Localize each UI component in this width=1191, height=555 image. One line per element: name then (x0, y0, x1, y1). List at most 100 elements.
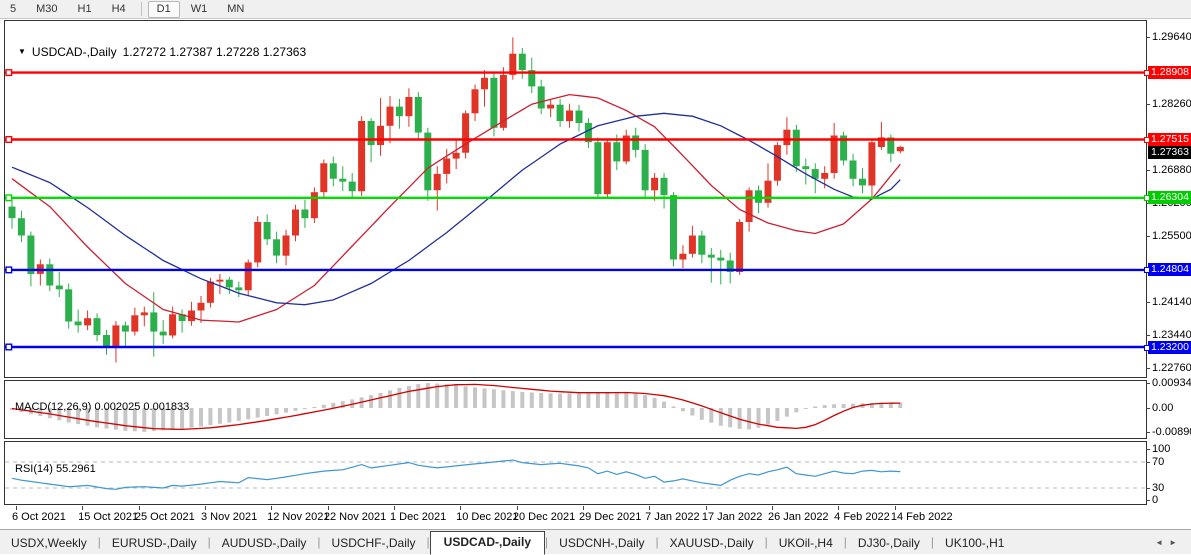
date-tickmark (394, 506, 395, 510)
date-label-29-Dec-2021: 29 Dec 2021 (579, 511, 642, 523)
date-label-20-Dec-2021: 20 Dec 2021 (512, 511, 576, 523)
collapse-triangle-icon[interactable]: ▼ (18, 47, 26, 56)
line-anchor-icon (1144, 195, 1150, 202)
date-tickmark (705, 506, 707, 510)
price-tick-1.22760: 1.22760 (1152, 362, 1191, 375)
tab-scroll-arrows[interactable]: ◄► (1155, 538, 1191, 547)
tab-scroll-left-icon[interactable]: ◄ (1155, 537, 1170, 547)
rsi-tick-30-tickmark (1146, 488, 1150, 489)
rsi-tick-0-tickmark (1146, 500, 1150, 501)
macd-tick--0.00890-tickmark (1146, 431, 1150, 433)
date-tickmark (649, 506, 651, 510)
timeframe-button-h1[interactable]: H1 (77, 2, 92, 15)
date-label-10-Dec-2021: 10 Dec 2021 (456, 511, 519, 523)
date-label-3-Nov-2021: 3 Nov 2021 (201, 511, 258, 523)
date-tickmark (205, 506, 206, 510)
date-axis[interactable]: 6 Oct 2021 15 Oct 2021 25 Oct 2021 3 Nov 20… (4, 506, 1148, 528)
timeframe-button-mn[interactable]: MN (227, 2, 245, 15)
symbol-tab-eurusd-daily[interactable]: EURUSD-,Daily (111, 536, 197, 550)
date-label-7-Jan-2022: 7 Jan 2022 (645, 511, 700, 523)
date-tickmark (138, 506, 140, 510)
toolbar-divider (140, 2, 142, 16)
date-tickmark (583, 506, 584, 510)
symbol-tab-uk100-h1[interactable]: UK100-,H1 (945, 536, 1005, 550)
tab-separator: | (317, 534, 321, 549)
tab-separator: | (764, 534, 768, 549)
symbol-tab-bar: USDX,Weekly | EURUSD-,Daily | AUDUSD-,Daily |… (0, 529, 1191, 555)
macd-tick-0.00-tickmark (1146, 408, 1150, 409)
date-label-6-Oct-2021: 6 Oct 2021 (12, 511, 66, 523)
symbol-tab-ukoil-h4[interactable]: UKOil-,H4 (778, 536, 833, 550)
hline-price-badge-1.28908: 1.28908 (1144, 66, 1191, 80)
macd-tick-0.009345: 0.009345 (1152, 376, 1191, 389)
price-tick-1.28260-tickmark (1146, 103, 1150, 105)
line-anchor-icon (1144, 70, 1150, 77)
candlestick-chart-canvas[interactable] (4, 20, 1148, 507)
symbol-tab-usdcad-daily[interactable]: USDCAD-,Daily (429, 531, 546, 555)
timeframe-button-h4[interactable]: H4 (111, 2, 126, 15)
rsi-tick-100: 100 (1152, 443, 1171, 455)
timeframe-button-5[interactable]: 5 (10, 2, 17, 15)
symbol-tab-usdchf-daily[interactable]: USDCHF-,Daily (331, 536, 416, 550)
price-tick-1.26880: 1.26880 (1152, 164, 1191, 177)
tab-separator: | (545, 534, 549, 549)
date-tickmark (82, 506, 84, 510)
symbol-tab-dj30-daily[interactable]: DJ30-,Daily (857, 536, 920, 550)
line-anchor-icon (1144, 344, 1150, 351)
chart-symbol-label: USDCAD-,Daily (31, 45, 117, 59)
rsi-tick-100-tickmark (1146, 449, 1150, 450)
price-axis[interactable]: 1.296401.282601.268801.262001.255001.241… (1144, 18, 1191, 508)
hline-price-badge-1.26304: 1.26304 (1144, 191, 1191, 205)
hline-price-badge-1.23200: 1.23200 (1144, 340, 1191, 354)
date-label-25-Oct-2021: 25 Oct 2021 (134, 511, 195, 523)
date-label-4-Feb-2022: 4 Feb 2022 (834, 511, 890, 523)
price-tick-1.25500-tickmark (1146, 236, 1150, 238)
symbol-tab-usdx-weekly[interactable]: USDX,Weekly (11, 536, 87, 550)
price-tick-1.24140: 1.24140 (1152, 295, 1191, 308)
chart-area[interactable]: ▼ USDCAD-,Daily 1.27272 1.27387 1.27228 … (4, 20, 1148, 507)
date-tickmark (838, 506, 840, 510)
rsi-tick-70-tickmark (1146, 462, 1150, 463)
date-tickmark (516, 506, 518, 510)
symbol-tab-xauusd-daily[interactable]: XAUUSD-,Daily (669, 536, 754, 550)
symbol-tab-audusd-daily[interactable]: AUDUSD-,Daily (221, 536, 307, 550)
tab-separator: | (655, 534, 659, 549)
current-price-badge: 1.27363 (1148, 146, 1191, 160)
macd-tick-0.009345-tickmark (1146, 382, 1150, 384)
hline-price-badge-1.27515: 1.27515 (1144, 133, 1191, 147)
date-label-17-Jan-2022: 17 Jan 2022 (701, 511, 763, 523)
rsi-tick-30: 30 (1152, 482, 1165, 494)
price-tick-1.23440-tickmark (1146, 335, 1150, 337)
date-label-12-Nov-2021: 12 Nov 2021 (267, 511, 330, 523)
timeframe-button-m30[interactable]: M30 (36, 2, 58, 15)
symbol-tab-usdcnh-daily[interactable]: USDCNH-,Daily (559, 536, 645, 550)
tab-separator: | (930, 534, 935, 549)
tab-scroll-right-icon[interactable]: ► (1169, 537, 1183, 547)
date-tickmark (271, 506, 273, 510)
date-label-26-Jan-2022: 26 Jan 2022 (768, 511, 829, 523)
price-tick-1.29640-tickmark (1146, 37, 1150, 39)
macd-indicator-label: MACD(12,26,9) 0.002025 0.001833 (15, 401, 190, 413)
tab-separator: | (207, 534, 211, 549)
macd-tick--0.00890: -0.00890 (1152, 425, 1191, 438)
rsi-tick-70: 70 (1152, 456, 1165, 468)
rsi-tick-0: 0 (1152, 494, 1159, 506)
date-tickmark (894, 506, 896, 510)
date-tickmark (772, 506, 773, 510)
date-label-14-Feb-2022: 14 Feb 2022 (890, 511, 953, 523)
rsi-indicator-label: RSI(14) 55.2961 (15, 463, 96, 475)
price-tick-1.22760-tickmark (1146, 368, 1150, 370)
price-tick-1.23440: 1.23440 (1152, 329, 1191, 342)
price-tick-1.25500: 1.25500 (1152, 230, 1191, 243)
price-tick-1.24140-tickmark (1146, 301, 1150, 303)
timeframe-button-d1[interactable]: D1 (147, 0, 180, 18)
date-label-15-Oct-2021: 15 Oct 2021 (78, 511, 139, 523)
date-tickmark (327, 506, 329, 510)
date-tickmark (16, 506, 17, 510)
price-tick-1.28260: 1.28260 (1152, 97, 1191, 110)
price-tick-1.26880-tickmark (1146, 170, 1150, 172)
date-label-22-Nov-2021: 22 Nov 2021 (323, 511, 387, 523)
tab-separator: | (426, 534, 430, 549)
hline-price-badge-1.24804: 1.24804 (1144, 263, 1191, 277)
timeframe-button-w1[interactable]: W1 (190, 2, 208, 15)
